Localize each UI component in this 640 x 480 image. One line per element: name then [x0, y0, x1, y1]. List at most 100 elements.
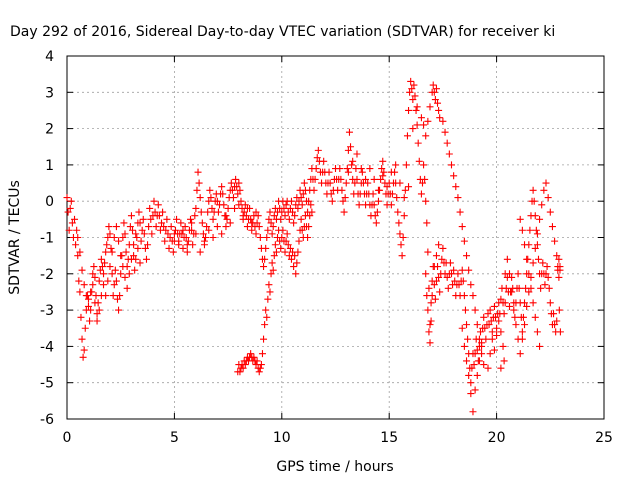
data-point: [102, 248, 110, 256]
data-point: [295, 237, 303, 245]
data-point: [173, 215, 181, 223]
data-point: [308, 208, 316, 216]
data-point: [343, 165, 351, 173]
data-point: [475, 335, 483, 343]
data-point: [434, 99, 442, 107]
data-point: [110, 281, 118, 289]
data-point: [248, 219, 256, 227]
data-point: [463, 321, 471, 329]
data-point: [67, 197, 75, 205]
data-point: [297, 215, 305, 223]
data-point: [87, 288, 95, 296]
data-point: [432, 277, 440, 285]
data-point: [71, 215, 79, 223]
data-point: [270, 212, 278, 220]
data-point: [487, 317, 495, 325]
data-point: [486, 350, 494, 358]
data-point: [181, 223, 189, 231]
data-point: [269, 266, 277, 274]
data-point: [452, 183, 460, 191]
data-point: [548, 223, 556, 231]
data-point: [204, 208, 212, 216]
data-point: [551, 237, 559, 245]
x-tick-label: 0: [63, 430, 72, 446]
data-point: [500, 357, 508, 365]
data-point: [508, 273, 516, 281]
data-point: [109, 292, 117, 300]
data-point: [475, 357, 483, 365]
data-point: [264, 226, 272, 234]
data-point: [281, 248, 289, 256]
data-point: [473, 346, 481, 354]
data-point: [541, 281, 549, 289]
data-point: [112, 277, 120, 285]
data-point: [536, 215, 544, 223]
data-point: [446, 259, 454, 267]
data-point: [80, 346, 88, 354]
data-point: [256, 364, 264, 372]
data-point: [119, 234, 127, 241]
data-point: [492, 313, 500, 321]
data-point: [144, 241, 152, 249]
data-point: [427, 317, 435, 325]
data-point: [490, 302, 498, 310]
data-point: [408, 85, 416, 93]
y-tick-label: 3: [45, 85, 54, 101]
data-point: [395, 219, 403, 227]
data-point: [147, 215, 155, 223]
data-point: [193, 186, 201, 194]
data-point: [348, 161, 356, 169]
data-point: [228, 186, 236, 194]
data-point: [454, 194, 462, 202]
data-point: [428, 292, 436, 300]
data-point: [337, 175, 345, 183]
data-point: [219, 190, 227, 198]
data-point: [355, 201, 363, 209]
data-point: [224, 204, 232, 212]
data-point: [100, 270, 108, 278]
data-point: [287, 255, 295, 263]
data-point: [409, 125, 417, 133]
data-point: [400, 194, 408, 202]
data-point: [304, 234, 312, 241]
data-point: [403, 132, 411, 140]
data-point: [476, 328, 484, 336]
data-point: [198, 219, 206, 227]
data-point: [277, 244, 285, 252]
data-point: [426, 103, 434, 111]
data-point: [141, 244, 149, 252]
data-point: [95, 306, 103, 314]
data-point: [209, 234, 217, 241]
data-point: [370, 201, 378, 209]
data-point: [63, 194, 71, 202]
data-point: [435, 241, 443, 249]
data-point: [178, 230, 186, 238]
data-point: [292, 270, 300, 278]
data-point: [247, 350, 255, 358]
data-point: [222, 212, 230, 220]
data-point: [493, 332, 501, 340]
data-point: [78, 266, 86, 274]
data-point: [106, 263, 114, 271]
data-point: [471, 386, 479, 394]
data-point: [295, 197, 303, 205]
data-point: [293, 259, 301, 267]
data-point: [220, 201, 228, 209]
data-point: [490, 346, 498, 354]
data-point: [422, 132, 430, 140]
data-point: [131, 266, 139, 274]
data-point: [123, 284, 131, 292]
data-point: [505, 270, 513, 278]
data-point: [98, 263, 106, 271]
data-point: [310, 186, 318, 194]
data-point: [282, 237, 290, 245]
data-point: [267, 219, 275, 227]
data-point: [103, 241, 111, 249]
data-point: [451, 277, 459, 285]
data-point: [366, 165, 374, 173]
data-point: [542, 270, 550, 278]
data-point: [530, 197, 538, 205]
data-point: [482, 335, 490, 343]
data-point: [545, 284, 553, 292]
data-point: [373, 208, 381, 216]
